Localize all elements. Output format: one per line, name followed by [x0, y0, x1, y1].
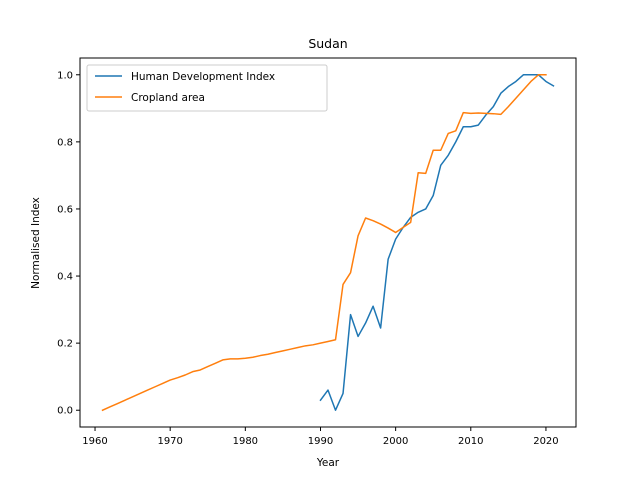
- x-tick-label: 1960: [82, 436, 107, 447]
- y-tick-label: 0.8: [57, 137, 73, 148]
- x-tick-label: 2010: [458, 436, 483, 447]
- y-tick-label: 0.6: [57, 204, 73, 215]
- x-tick-label: 2000: [383, 436, 408, 447]
- x-tick-label: 1980: [233, 436, 258, 447]
- x-axis-label: Year: [316, 457, 340, 469]
- y-tick-label: 1.0: [57, 70, 73, 81]
- series-line-hdi: [319, 74, 555, 411]
- x-axis: 1960 1970 1980 1990 2000 2010 2020: [82, 427, 559, 447]
- series-layer: [101, 74, 555, 412]
- x-tick-label: 2020: [533, 436, 558, 447]
- y-tick-label: 0.2: [57, 339, 73, 350]
- series-line-cropland: [101, 74, 547, 412]
- y-axis: 0.0 0.2 0.4 0.6 0.8 1.0: [57, 70, 80, 417]
- axes-frame: [79, 57, 577, 428]
- legend-box: [86, 64, 328, 112]
- y-tick-label: 0.0: [57, 406, 73, 417]
- x-tick-label: 1990: [308, 436, 333, 447]
- y-axis-label: Normalised Index: [30, 197, 42, 289]
- chart-title: Sudan: [308, 36, 347, 51]
- y-tick-label: 0.4: [57, 272, 73, 283]
- x-tick-label: 1970: [157, 436, 182, 447]
- legend-label-cropland: Cropland area: [131, 92, 205, 104]
- legend-label-hdi: Human Development Index: [131, 71, 275, 83]
- legend: Human Development Index Cropland area: [86, 64, 328, 112]
